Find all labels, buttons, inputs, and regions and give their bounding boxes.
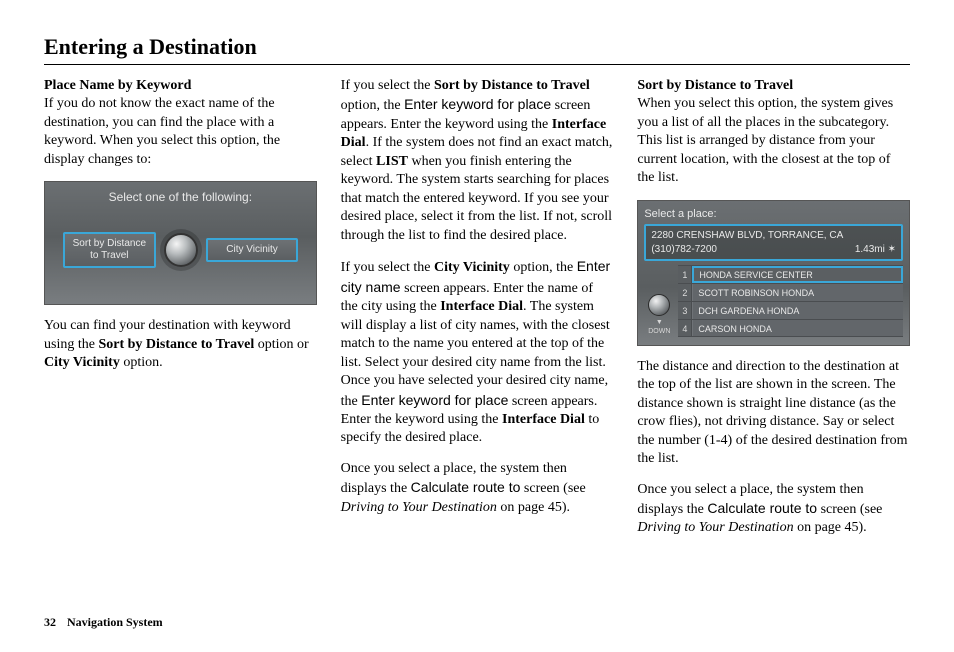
page-footer: 32 Navigation System bbox=[44, 615, 163, 630]
shot2-info-row2: (310)782-7200 1.43mi ✶ bbox=[651, 243, 896, 256]
c2p2h: Enter keyword for place bbox=[361, 392, 508, 408]
column-3: Sort by Distance to Travel When you sele… bbox=[637, 77, 910, 550]
c2p1h: LIST bbox=[376, 154, 408, 169]
shot2-down-arrow-icon: ▼ bbox=[656, 318, 663, 327]
col2-paragraph-1: If you select the Sort by Distance to Tr… bbox=[341, 77, 614, 245]
shot2-info-box: 2280 CRENSHAW BLVD, TORRANCE, CA (310)78… bbox=[644, 224, 903, 260]
col3-paragraph-2: The distance and direction to the destin… bbox=[637, 358, 910, 469]
column-2: If you select the Sort by Distance to Tr… bbox=[341, 77, 614, 550]
c2p1d: Enter keyword for place bbox=[404, 96, 551, 112]
footer-section-name: Navigation System bbox=[67, 615, 163, 629]
shot2-row-3-label: DCH GARDENA HONDA bbox=[692, 302, 903, 319]
shot2-row-4-num: 4 bbox=[678, 320, 692, 336]
col1-subhead: Place Name by Keyword bbox=[44, 78, 191, 93]
shot2-row-1-num: 1 bbox=[678, 266, 692, 283]
shot2-distance: 1.43mi ✶ bbox=[855, 243, 896, 256]
c2p1b: Sort by Distance to Travel bbox=[434, 78, 590, 93]
c2p3b: Calculate route to bbox=[411, 479, 521, 495]
c3p3b: Calculate route to bbox=[707, 500, 817, 516]
page-title: Entering a Destination bbox=[44, 34, 910, 65]
col1-p2b: Sort by Distance to Travel bbox=[98, 337, 254, 352]
col2-paragraph-2: If you select the City Vicinity option, … bbox=[341, 257, 614, 448]
shot2-list: ▼ DOWN 1 HONDA SERVICE CENTER 2 SCOTT RO… bbox=[644, 265, 903, 337]
shot2-rows: 1 HONDA SERVICE CENTER 2 SCOTT ROBINSON … bbox=[678, 265, 903, 337]
content-columns: Place Name by Keyword If you do not know… bbox=[44, 77, 910, 550]
c2p2a: If you select the bbox=[341, 260, 434, 275]
c2p2c: option, the bbox=[510, 260, 577, 275]
shot1-dial-icon bbox=[164, 233, 198, 267]
col2-paragraph-3: Once you select a place, the system then… bbox=[341, 460, 614, 517]
col1-p2e: option. bbox=[120, 355, 163, 370]
shot2-dial-column: ▼ DOWN bbox=[644, 265, 674, 337]
shot2-row-2-label: SCOTT ROBINSON HONDA bbox=[692, 284, 903, 301]
c3p3c: screen (see bbox=[817, 502, 882, 517]
col1-p1-text: If you do not know the exact name of the… bbox=[44, 96, 280, 166]
shot2-row-1: 1 HONDA SERVICE CENTER bbox=[678, 265, 903, 283]
shot2-row-3-num: 3 bbox=[678, 302, 692, 319]
shot2-row-4: 4 CARSON HONDA bbox=[678, 319, 903, 337]
c3p3e: on page 45). bbox=[794, 520, 867, 535]
c2p1c: option, the bbox=[341, 98, 404, 113]
shot2-phone: (310)782-7200 bbox=[651, 243, 717, 256]
col3-paragraph-3: Once you select a place, the system then… bbox=[637, 481, 910, 538]
shot1-city-vicinity-button: City Vicinity bbox=[206, 238, 298, 262]
footer-page-number: 32 bbox=[44, 615, 56, 629]
c2p2b: City Vicinity bbox=[434, 260, 510, 275]
col3-subhead: Sort by Distance to Travel bbox=[637, 78, 793, 93]
shot2-dial-icon bbox=[648, 294, 670, 316]
c3p3d: Driving to Your Destination bbox=[637, 520, 793, 535]
shot2-down-label: DOWN bbox=[648, 327, 670, 336]
shot2-row-1-label: HONDA SERVICE CENTER bbox=[692, 266, 903, 283]
col3-paragraph-1: Sort by Distance to Travel When you sele… bbox=[637, 77, 910, 188]
c2p3e: on page 45). bbox=[497, 500, 570, 515]
shot1-title: Select one of the following: bbox=[45, 182, 316, 206]
c2p3d: Driving to Your Destination bbox=[341, 500, 497, 515]
shot2-title: Select a place: bbox=[644, 207, 903, 222]
screenshot-select-place: Select a place: 2280 CRENSHAW BLVD, TORR… bbox=[637, 200, 910, 346]
screenshot-select-option: Select one of the following: Sort by Dis… bbox=[44, 181, 317, 305]
c2p1a: If you select the bbox=[341, 78, 434, 93]
c2p3c: screen (see bbox=[520, 481, 585, 496]
shot2-row-2: 2 SCOTT ROBINSON HONDA bbox=[678, 283, 903, 301]
col1-paragraph-2: You can find your destination with keywo… bbox=[44, 317, 317, 372]
shot2-row-2-num: 2 bbox=[678, 284, 692, 301]
col1-paragraph-1: Place Name by Keyword If you do not know… bbox=[44, 77, 317, 169]
col3-p1-text: When you select this option, the system … bbox=[637, 96, 893, 185]
col1-p2c: option or bbox=[254, 337, 308, 352]
shot2-row-4-label: CARSON HONDA bbox=[692, 320, 903, 336]
col1-p2d: City Vicinity bbox=[44, 355, 120, 370]
c2p2f: Interface Dial bbox=[440, 299, 523, 314]
shot2-row-3: 3 DCH GARDENA HONDA bbox=[678, 301, 903, 319]
shot1-row: Sort by Distance to Travel City Vicinity bbox=[45, 232, 316, 268]
shot2-address: 2280 CRENSHAW BLVD, TORRANCE, CA bbox=[651, 229, 896, 242]
shot1-sort-by-distance-button: Sort by Distance to Travel bbox=[63, 232, 156, 268]
column-1: Place Name by Keyword If you do not know… bbox=[44, 77, 317, 550]
c2p2j: Interface Dial bbox=[502, 412, 585, 427]
